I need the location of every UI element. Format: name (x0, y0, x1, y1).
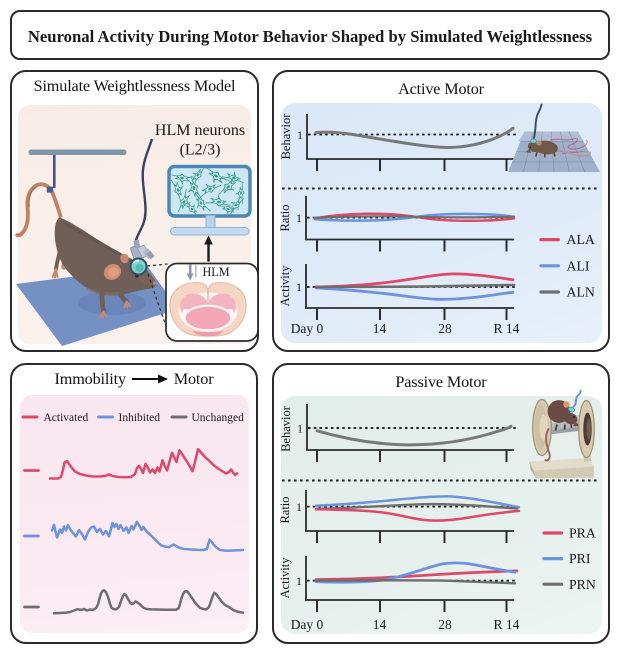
svg-text:1: 1 (297, 422, 303, 436)
svg-text:1: 1 (296, 280, 302, 294)
svg-text:ALI: ALI (567, 258, 590, 273)
svg-text:Ratio: Ratio (278, 204, 292, 231)
svg-text:R 14: R 14 (494, 321, 520, 336)
svg-text:Behavior: Behavior (279, 113, 293, 160)
svg-text:R 14: R 14 (494, 617, 520, 632)
svg-text:1: 1 (297, 128, 303, 142)
svg-text:ALN: ALN (567, 285, 595, 300)
svg-text:Ratio: Ratio (278, 496, 292, 523)
svg-text:1: 1 (296, 211, 302, 225)
svg-text:14: 14 (373, 617, 387, 632)
svg-text:HLM: HLM (203, 265, 230, 279)
svg-text:PRN: PRN (569, 577, 596, 592)
svg-text:Activated: Activated (44, 412, 89, 424)
svg-text:28: 28 (438, 321, 452, 336)
svg-text:Day 0: Day 0 (291, 617, 324, 632)
svg-text:28: 28 (438, 617, 452, 632)
svg-text:PRI: PRI (569, 551, 591, 566)
svg-text:PRA: PRA (569, 526, 596, 541)
svg-text:Inhibited: Inhibited (119, 412, 161, 424)
svg-text:1: 1 (296, 500, 302, 514)
svg-text:Activity: Activity (278, 265, 292, 307)
svg-text:HLM neurons: HLM neurons (155, 122, 245, 139)
svg-text:Day 0: Day 0 (291, 321, 324, 336)
svg-text:1: 1 (296, 574, 302, 588)
svg-text:(L2/3): (L2/3) (180, 142, 221, 159)
svg-text:14: 14 (373, 321, 387, 336)
svg-text:Activity: Activity (278, 557, 292, 599)
svg-text:Behavior: Behavior (279, 405, 293, 452)
svg-text:ALA: ALA (567, 232, 595, 247)
svg-text:Unchanged: Unchanged (192, 412, 245, 424)
